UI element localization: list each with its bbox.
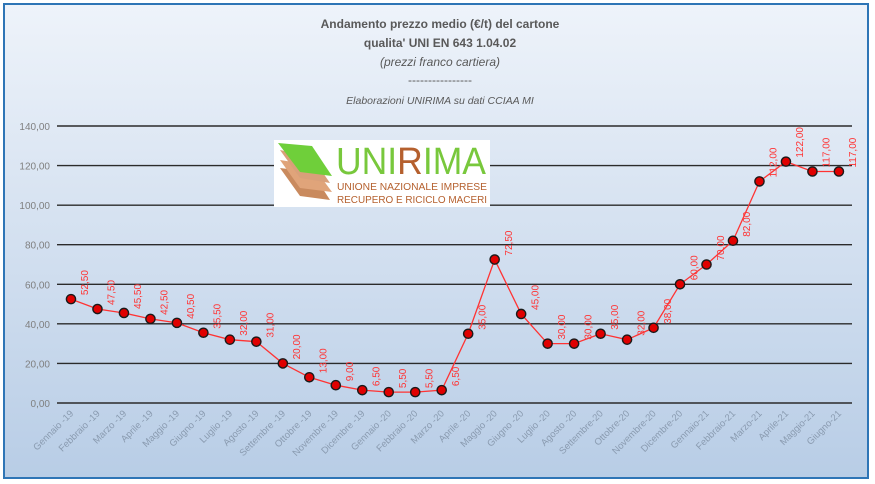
data-point [330, 379, 342, 391]
y-tick-label: 120,00 [19, 162, 50, 173]
chart-subtitle: (prezzi franco cartiera) [380, 55, 500, 69]
data-label: 52,50 [80, 270, 91, 295]
data-label: 72,50 [504, 230, 515, 255]
data-point [727, 235, 739, 247]
data-point [65, 293, 77, 305]
unirima-logo: UNIRIMA UNIONE NAZIONALE IMPRESE RECUPER… [274, 140, 490, 207]
data-point [383, 386, 395, 398]
data-point [251, 336, 262, 347]
data-label: 42,50 [160, 289, 171, 314]
data-point [92, 303, 103, 315]
logo-line1: UNIONE NAZIONALE IMPRESE [337, 182, 487, 193]
data-point [780, 156, 792, 167]
data-label: 30,00 [583, 314, 594, 339]
data-label: 47,50 [107, 280, 118, 305]
data-label: 40,50 [186, 293, 197, 318]
data-point [356, 384, 368, 396]
chart-source: Elaborazioni UNIRIMA su dati CCIAA MI [346, 95, 534, 107]
y-tick-label: 80,00 [25, 241, 50, 252]
data-point [304, 371, 315, 383]
logo-wordmark: UNIRIMA [336, 141, 487, 183]
chart-frame [3, 3, 869, 479]
data-label: 82,00 [742, 211, 753, 236]
chart-title-line1: Andamento prezzo medio (€/t) del cartone [321, 17, 560, 31]
data-point [118, 307, 130, 319]
chart-title-line2: qualita' UNI EN 643 1.04.02 [364, 36, 517, 50]
data-point [515, 308, 527, 320]
data-label: 35,50 [213, 303, 224, 328]
data-label: 20,00 [292, 334, 303, 359]
data-label: 31,00 [266, 312, 277, 337]
y-tick-label: 0,00 [31, 399, 51, 410]
data-label: 122,00 [795, 127, 806, 158]
y-tick-label: 40,00 [25, 320, 50, 331]
data-label: 5,50 [398, 368, 409, 388]
data-point [701, 259, 712, 270]
data-label: 45,50 [133, 284, 144, 309]
data-point [462, 328, 474, 340]
y-tick-label: 100,00 [19, 201, 50, 212]
data-label: 32,00 [636, 310, 647, 335]
data-point [436, 384, 448, 396]
data-label: 9,00 [345, 361, 356, 381]
data-label: 6,50 [372, 366, 383, 386]
data-point [171, 317, 183, 329]
data-point [754, 176, 765, 187]
data-point [621, 334, 633, 345]
data-label: 5,50 [424, 368, 435, 388]
logo-line2: RECUPERO E RICICLO MACERI [337, 195, 487, 206]
data-point [198, 327, 209, 339]
data-point [145, 313, 156, 325]
data-label: 60,00 [689, 255, 700, 280]
data-point [277, 358, 289, 369]
data-label: 117,00 [822, 137, 833, 167]
title-separator: ---------------- [408, 73, 472, 87]
data-point [833, 166, 845, 177]
data-point [568, 338, 580, 349]
data-label: 13,00 [319, 348, 330, 373]
y-tick-label: 20,00 [25, 359, 50, 370]
y-tick-label: 60,00 [25, 280, 50, 291]
data-point [224, 334, 236, 345]
data-label: 35,00 [477, 304, 488, 329]
data-label: 30,00 [557, 314, 568, 339]
data-point [807, 166, 818, 177]
y-tick-label: 140,00 [19, 122, 50, 133]
data-point [648, 322, 659, 334]
data-label: 70,00 [716, 235, 727, 260]
data-label: 38,00 [663, 298, 674, 323]
data-label: 45,00 [530, 285, 541, 310]
data-label: 32,00 [239, 310, 250, 335]
data-label: 35,00 [610, 304, 621, 329]
data-label: 117,00 [848, 137, 859, 167]
data-point [674, 278, 686, 290]
data-point [542, 338, 553, 349]
data-point [409, 386, 421, 398]
data-label: 6,50 [451, 366, 462, 386]
data-point [595, 328, 606, 340]
data-point [489, 254, 500, 265]
data-label: 112,00 [769, 147, 780, 177]
